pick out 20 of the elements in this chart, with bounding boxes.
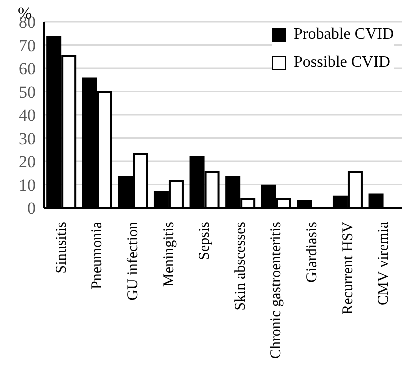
x-tick-label: Skin abscesses xyxy=(232,222,249,311)
x-tick-label: Chronic gastroenteritis xyxy=(268,222,285,360)
y-tick-label: 10 xyxy=(19,176,36,195)
x-tick-label: Pneumonia xyxy=(90,222,106,290)
y-tick-label: 50 xyxy=(19,82,36,102)
y-tick-label: 20 xyxy=(19,152,36,172)
y-tick-label: 60 xyxy=(19,60,36,79)
x-tick-label: Meningitis xyxy=(161,222,178,288)
x-tick-label: Giardiasis xyxy=(304,222,320,283)
x-tick-label: Recurrent HSV xyxy=(340,222,356,315)
x-tick-label: Sepsis xyxy=(197,222,214,260)
legend-label: Probable CVID xyxy=(294,26,394,44)
x-tick-label: CMV viremia xyxy=(376,222,392,306)
y-tick-label: 70 xyxy=(19,36,36,56)
x-tick-label: GU infection xyxy=(126,222,142,301)
legend-label: Possible CVID xyxy=(294,54,390,72)
y-tick-label: 40 xyxy=(19,106,36,126)
y-tick-label: 0 xyxy=(28,199,36,218)
y-tick-label: 30 xyxy=(19,129,36,148)
x-tick-label: Sinusitis xyxy=(54,222,70,274)
